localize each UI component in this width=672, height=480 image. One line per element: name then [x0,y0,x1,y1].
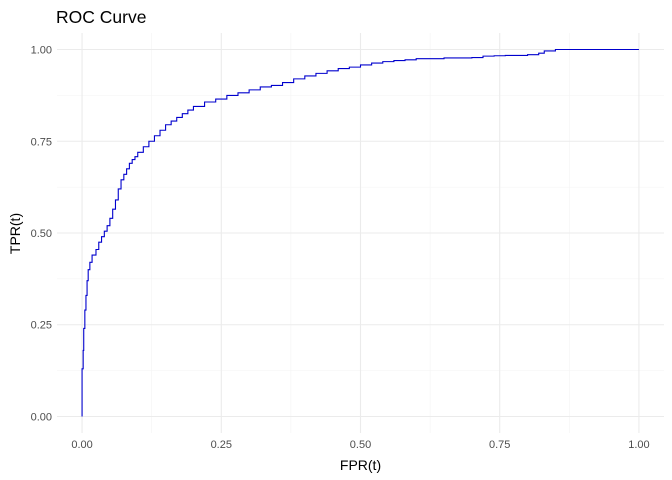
y-tick-label: 1.00 [31,45,52,57]
chart-title: ROC Curve [56,7,146,27]
y-tick-label: 0.00 [31,411,52,423]
x-tick-label: 0.25 [211,439,232,451]
x-axis-ticks: 0.00 0.25 0.50 0.75 1.00 [71,439,649,451]
x-tick-label: 0.75 [489,439,510,451]
y-axis-title: TPR(t) [7,213,23,254]
x-tick-label: 1.00 [628,439,649,451]
roc-curve-line [81,48,639,417]
x-tick-label: 0.00 [71,439,92,451]
x-tick-label: 0.50 [350,439,371,451]
y-tick-label: 0.25 [31,320,52,332]
y-tick-label: 0.75 [31,136,52,148]
y-axis-ticks: 0.00 0.25 0.50 0.75 1.00 [31,45,52,424]
grid [57,33,664,433]
x-axis-title: FPR(t) [340,457,381,473]
roc-curve-layer [81,48,639,417]
y-tick-label: 0.50 [31,228,52,240]
